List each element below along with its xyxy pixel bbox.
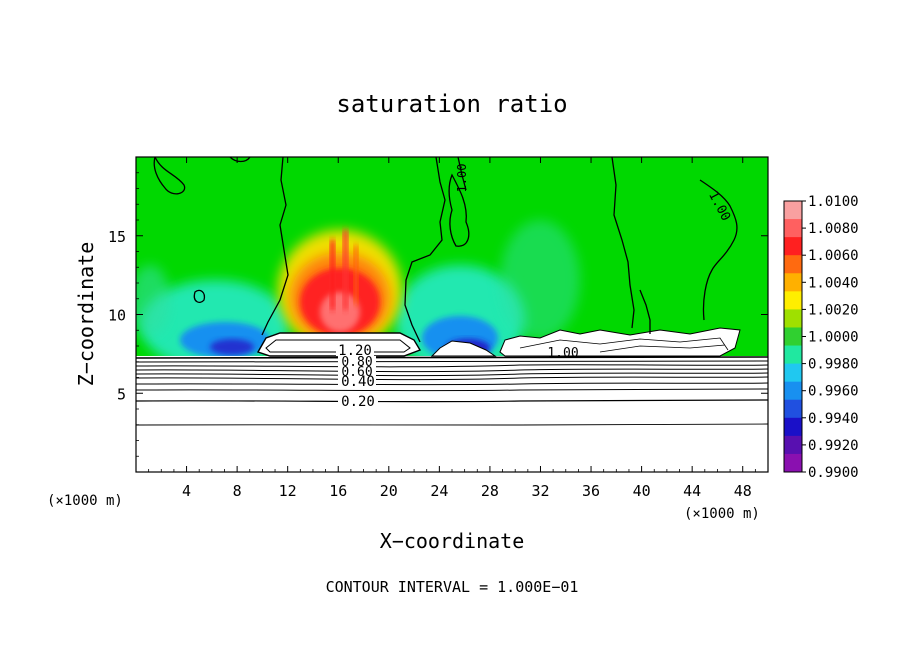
x-tick-label: 16 bbox=[329, 482, 347, 500]
contour-1-00-i bbox=[699, 179, 738, 321]
contour-label-1-00-cloud: 1.00 bbox=[547, 346, 578, 361]
contour-level-3 bbox=[136, 364, 768, 368]
contour-1-00-c bbox=[193, 289, 206, 303]
plume-streak-3 bbox=[354, 245, 358, 305]
contour-level-1 bbox=[136, 356, 768, 359]
label-bg-4 bbox=[338, 377, 376, 388]
plume-streak-1 bbox=[330, 240, 335, 310]
y-axis: 5 10 15 bbox=[108, 172, 768, 457]
cloud-blob-left-inner bbox=[265, 339, 411, 353]
colorbar-swatch bbox=[784, 237, 802, 256]
contour-level-6 bbox=[136, 376, 768, 381]
cloud-blob-middle bbox=[430, 340, 497, 357]
x-tick-label: 40 bbox=[633, 482, 651, 500]
colorbar-swatch bbox=[784, 417, 802, 437]
colorbar-label: 1.0100 bbox=[808, 194, 859, 210]
x-unit-left: (×1000 m) bbox=[47, 493, 123, 509]
x-tick-label: 8 bbox=[233, 482, 242, 500]
label-bg-5 bbox=[338, 394, 378, 408]
colorbar-label: 1.0020 bbox=[808, 302, 859, 318]
contour-label-0-80: 0.80 bbox=[341, 355, 372, 370]
colorbar-swatch bbox=[784, 399, 802, 419]
x-tick-label: 20 bbox=[380, 482, 398, 500]
colorbar-swatch bbox=[784, 273, 802, 292]
cyan-zone-far-left bbox=[136, 265, 170, 335]
x-tick-label: 32 bbox=[531, 482, 549, 500]
y-tick-label: 15 bbox=[108, 228, 126, 246]
contour-level-7 bbox=[136, 382, 768, 386]
x-tick-label: 28 bbox=[481, 482, 499, 500]
cyan-zone-right bbox=[500, 220, 580, 340]
x-axis-title: X−coordinate bbox=[380, 529, 525, 553]
contour-level-8 bbox=[136, 388, 768, 392]
colorbar-swatch bbox=[784, 453, 802, 473]
darkblue-zone-left bbox=[210, 339, 254, 355]
x-tick-label: 12 bbox=[279, 482, 297, 500]
contours-one bbox=[153, 157, 738, 343]
contour-1-00-a bbox=[261, 157, 289, 336]
contour-level-2 bbox=[136, 360, 768, 363]
contour-level-5 bbox=[136, 372, 768, 377]
contours-lower bbox=[136, 356, 768, 426]
contour-1-00-e bbox=[404, 157, 446, 343]
contour-label-0-40: 0.40 bbox=[341, 374, 375, 390]
x-axis: 4 8 12 16 20 24 28 32 36 40 44 48 bbox=[148, 157, 756, 500]
x-tick-label: 24 bbox=[430, 482, 448, 500]
x-tick-label: 36 bbox=[582, 482, 600, 500]
colorbar-label: 1.0080 bbox=[808, 221, 859, 237]
colorbar-label: 1.0000 bbox=[808, 330, 859, 346]
contour-1-00-j bbox=[639, 289, 651, 334]
colorbar-label: 0.9960 bbox=[808, 384, 859, 400]
contour-1-00-b bbox=[153, 157, 186, 195]
y-tick-label: 5 bbox=[117, 385, 126, 403]
contour-interval-note: CONTOUR INTERVAL = 1.000E−01 bbox=[326, 578, 579, 596]
y-axis-title: Z−coordinate bbox=[74, 242, 98, 387]
chart-title: saturation ratio bbox=[336, 90, 567, 118]
x-tick-label: 44 bbox=[683, 482, 701, 500]
contour-1-00-h bbox=[611, 157, 635, 329]
colorbar-label: 1.0040 bbox=[808, 275, 859, 291]
colorbar-swatch bbox=[784, 291, 802, 310]
colorbar: 1.0100 1.0080 1.0060 1.0040 1.0020 1.0000 0.99… bbox=[783, 194, 859, 481]
colorbar-label: 0.9940 bbox=[808, 411, 859, 427]
colorbar-label: 0.9920 bbox=[808, 438, 859, 454]
colorbar-swatch bbox=[784, 327, 802, 347]
contour-label-1-20: 1.20 bbox=[338, 343, 372, 359]
colorbar-swatch bbox=[784, 345, 802, 365]
contour-label-0-60: 0.60 bbox=[341, 365, 372, 380]
colorbar-swatch bbox=[784, 435, 802, 455]
contour-level-9 bbox=[136, 399, 768, 403]
plot-area bbox=[136, 157, 768, 472]
contour-1-00-g bbox=[457, 157, 467, 191]
contour-level-10 bbox=[136, 423, 768, 426]
contour-label-1-00-vertical: 1.00 bbox=[455, 164, 469, 193]
contour-1-00-d bbox=[229, 157, 251, 163]
plume-streak-2 bbox=[343, 230, 348, 310]
colorbar-label: 0.9900 bbox=[808, 465, 859, 481]
contour-1-00-f bbox=[448, 173, 470, 247]
colorbar-swatch bbox=[784, 255, 802, 274]
cloud-inner-contour-right bbox=[519, 337, 729, 351]
contour-level-4 bbox=[136, 368, 768, 373]
label-bg-2 bbox=[338, 356, 376, 367]
x-tick-label: 4 bbox=[182, 482, 191, 500]
y-tick-label: 10 bbox=[108, 307, 126, 325]
colorbar-swatch bbox=[784, 219, 802, 238]
colorbar-label: 0.9980 bbox=[808, 357, 859, 373]
cloud-blob-right bbox=[499, 327, 741, 357]
colorbar-swatch bbox=[784, 363, 802, 383]
colorbar-swatch bbox=[784, 309, 802, 328]
cloud-inner-contour-right-2 bbox=[599, 344, 726, 353]
colorbar-swatch bbox=[784, 381, 802, 401]
x-unit-right: (×1000 m) bbox=[684, 506, 760, 522]
x-tick-label: 48 bbox=[734, 482, 752, 500]
contour-label-0-20: 0.20 bbox=[341, 394, 375, 410]
label-bg-3 bbox=[338, 367, 376, 377]
colorbar-swatch bbox=[784, 201, 802, 220]
colorbar-label: 1.0060 bbox=[808, 248, 859, 264]
label-bg-1 bbox=[336, 342, 374, 356]
